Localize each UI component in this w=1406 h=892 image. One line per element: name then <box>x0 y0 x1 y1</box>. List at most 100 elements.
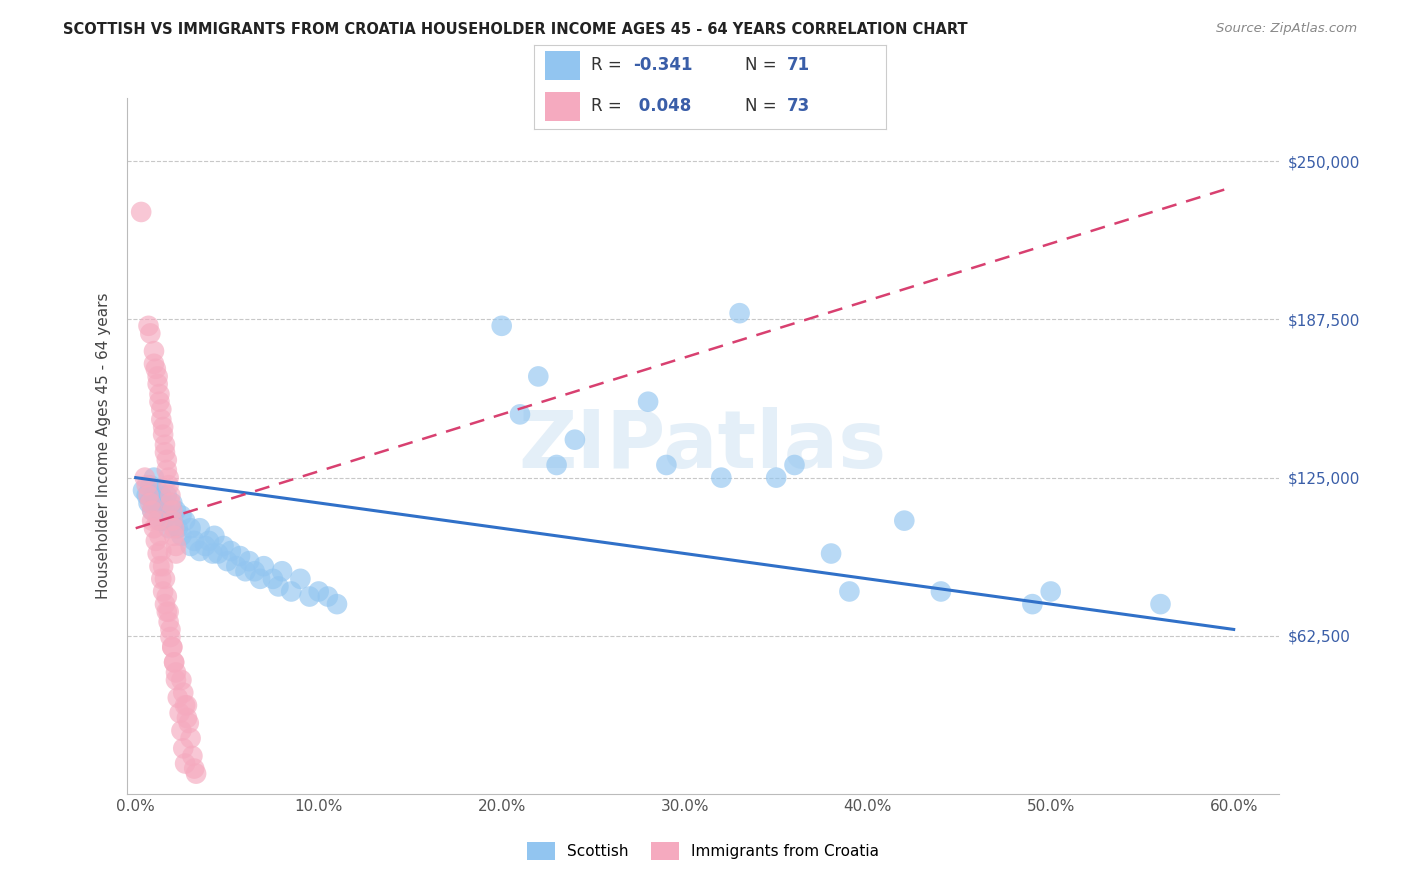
Point <box>163 656 186 670</box>
Point <box>156 605 179 619</box>
Point <box>166 690 188 705</box>
Point <box>271 564 294 578</box>
Point <box>153 503 176 517</box>
Point <box>316 590 339 604</box>
Point <box>527 369 550 384</box>
Point <box>207 547 229 561</box>
Point <box>820 547 842 561</box>
Point <box>157 521 180 535</box>
Point <box>148 387 170 401</box>
Point <box>132 483 155 498</box>
Point <box>150 412 173 426</box>
Point <box>290 572 312 586</box>
Point <box>1039 584 1062 599</box>
Point <box>135 478 157 492</box>
Point <box>153 445 176 459</box>
Point <box>308 584 330 599</box>
Text: -0.341: -0.341 <box>633 56 692 74</box>
Point <box>148 559 170 574</box>
Point <box>165 539 187 553</box>
Point <box>138 488 160 502</box>
Point <box>765 470 787 484</box>
Point <box>145 496 167 510</box>
Point <box>183 533 205 548</box>
Point <box>176 698 198 713</box>
Point <box>181 748 204 763</box>
Point <box>202 529 225 543</box>
Point <box>184 766 207 780</box>
Point <box>162 496 184 510</box>
Point <box>177 716 200 731</box>
Point <box>170 673 193 687</box>
Text: R =: R = <box>591 56 627 74</box>
Point <box>152 559 174 574</box>
Point <box>162 503 184 517</box>
Point <box>153 597 176 611</box>
Point <box>253 559 276 574</box>
Point <box>491 318 513 333</box>
Point <box>157 470 180 484</box>
Point <box>217 554 239 568</box>
Point <box>159 496 181 510</box>
FancyBboxPatch shape <box>544 52 581 80</box>
Point <box>225 559 247 574</box>
Point <box>157 478 180 492</box>
Point <box>159 623 181 637</box>
Point <box>170 529 193 543</box>
Text: ZIPatlas: ZIPatlas <box>519 407 887 485</box>
Point <box>198 533 221 548</box>
Point <box>710 470 733 484</box>
Point <box>152 427 174 442</box>
Point <box>150 402 173 417</box>
Point <box>194 539 217 553</box>
Point <box>162 640 184 654</box>
Point <box>170 723 193 738</box>
Point <box>176 711 198 725</box>
Point <box>150 572 173 586</box>
Point <box>564 433 586 447</box>
Point <box>229 549 252 563</box>
Point <box>163 529 186 543</box>
Point <box>162 640 184 654</box>
Point <box>138 496 160 510</box>
Point <box>238 554 260 568</box>
Point <box>141 514 163 528</box>
Text: N =: N = <box>745 96 782 114</box>
Point <box>655 458 678 472</box>
Point <box>152 584 174 599</box>
Point <box>172 741 194 756</box>
Point <box>134 470 156 484</box>
Point <box>156 590 179 604</box>
Point <box>135 488 157 502</box>
Point <box>172 686 194 700</box>
Point <box>201 547 224 561</box>
Point <box>509 408 531 422</box>
Text: Source: ZipAtlas.com: Source: ZipAtlas.com <box>1216 22 1357 36</box>
Point <box>637 394 659 409</box>
Point <box>1021 597 1043 611</box>
Point <box>174 514 197 528</box>
Point <box>145 533 167 548</box>
Point <box>249 572 271 586</box>
Point <box>145 361 167 376</box>
Point <box>166 521 188 535</box>
Point <box>280 584 302 599</box>
Point <box>138 318 160 333</box>
Point <box>162 514 184 528</box>
Point <box>143 470 166 484</box>
Y-axis label: Householder Income Ages 45 - 64 years: Householder Income Ages 45 - 64 years <box>96 293 111 599</box>
Point <box>152 496 174 510</box>
Text: 0.048: 0.048 <box>633 96 690 114</box>
Point <box>139 326 162 341</box>
Point <box>163 656 186 670</box>
Point <box>146 369 169 384</box>
Point <box>165 665 187 680</box>
Point <box>153 572 176 586</box>
Point <box>150 488 173 502</box>
Point <box>180 731 202 746</box>
Point <box>139 478 162 492</box>
Point <box>180 539 202 553</box>
FancyBboxPatch shape <box>544 92 581 120</box>
Point <box>156 488 179 502</box>
Text: 71: 71 <box>787 56 810 74</box>
